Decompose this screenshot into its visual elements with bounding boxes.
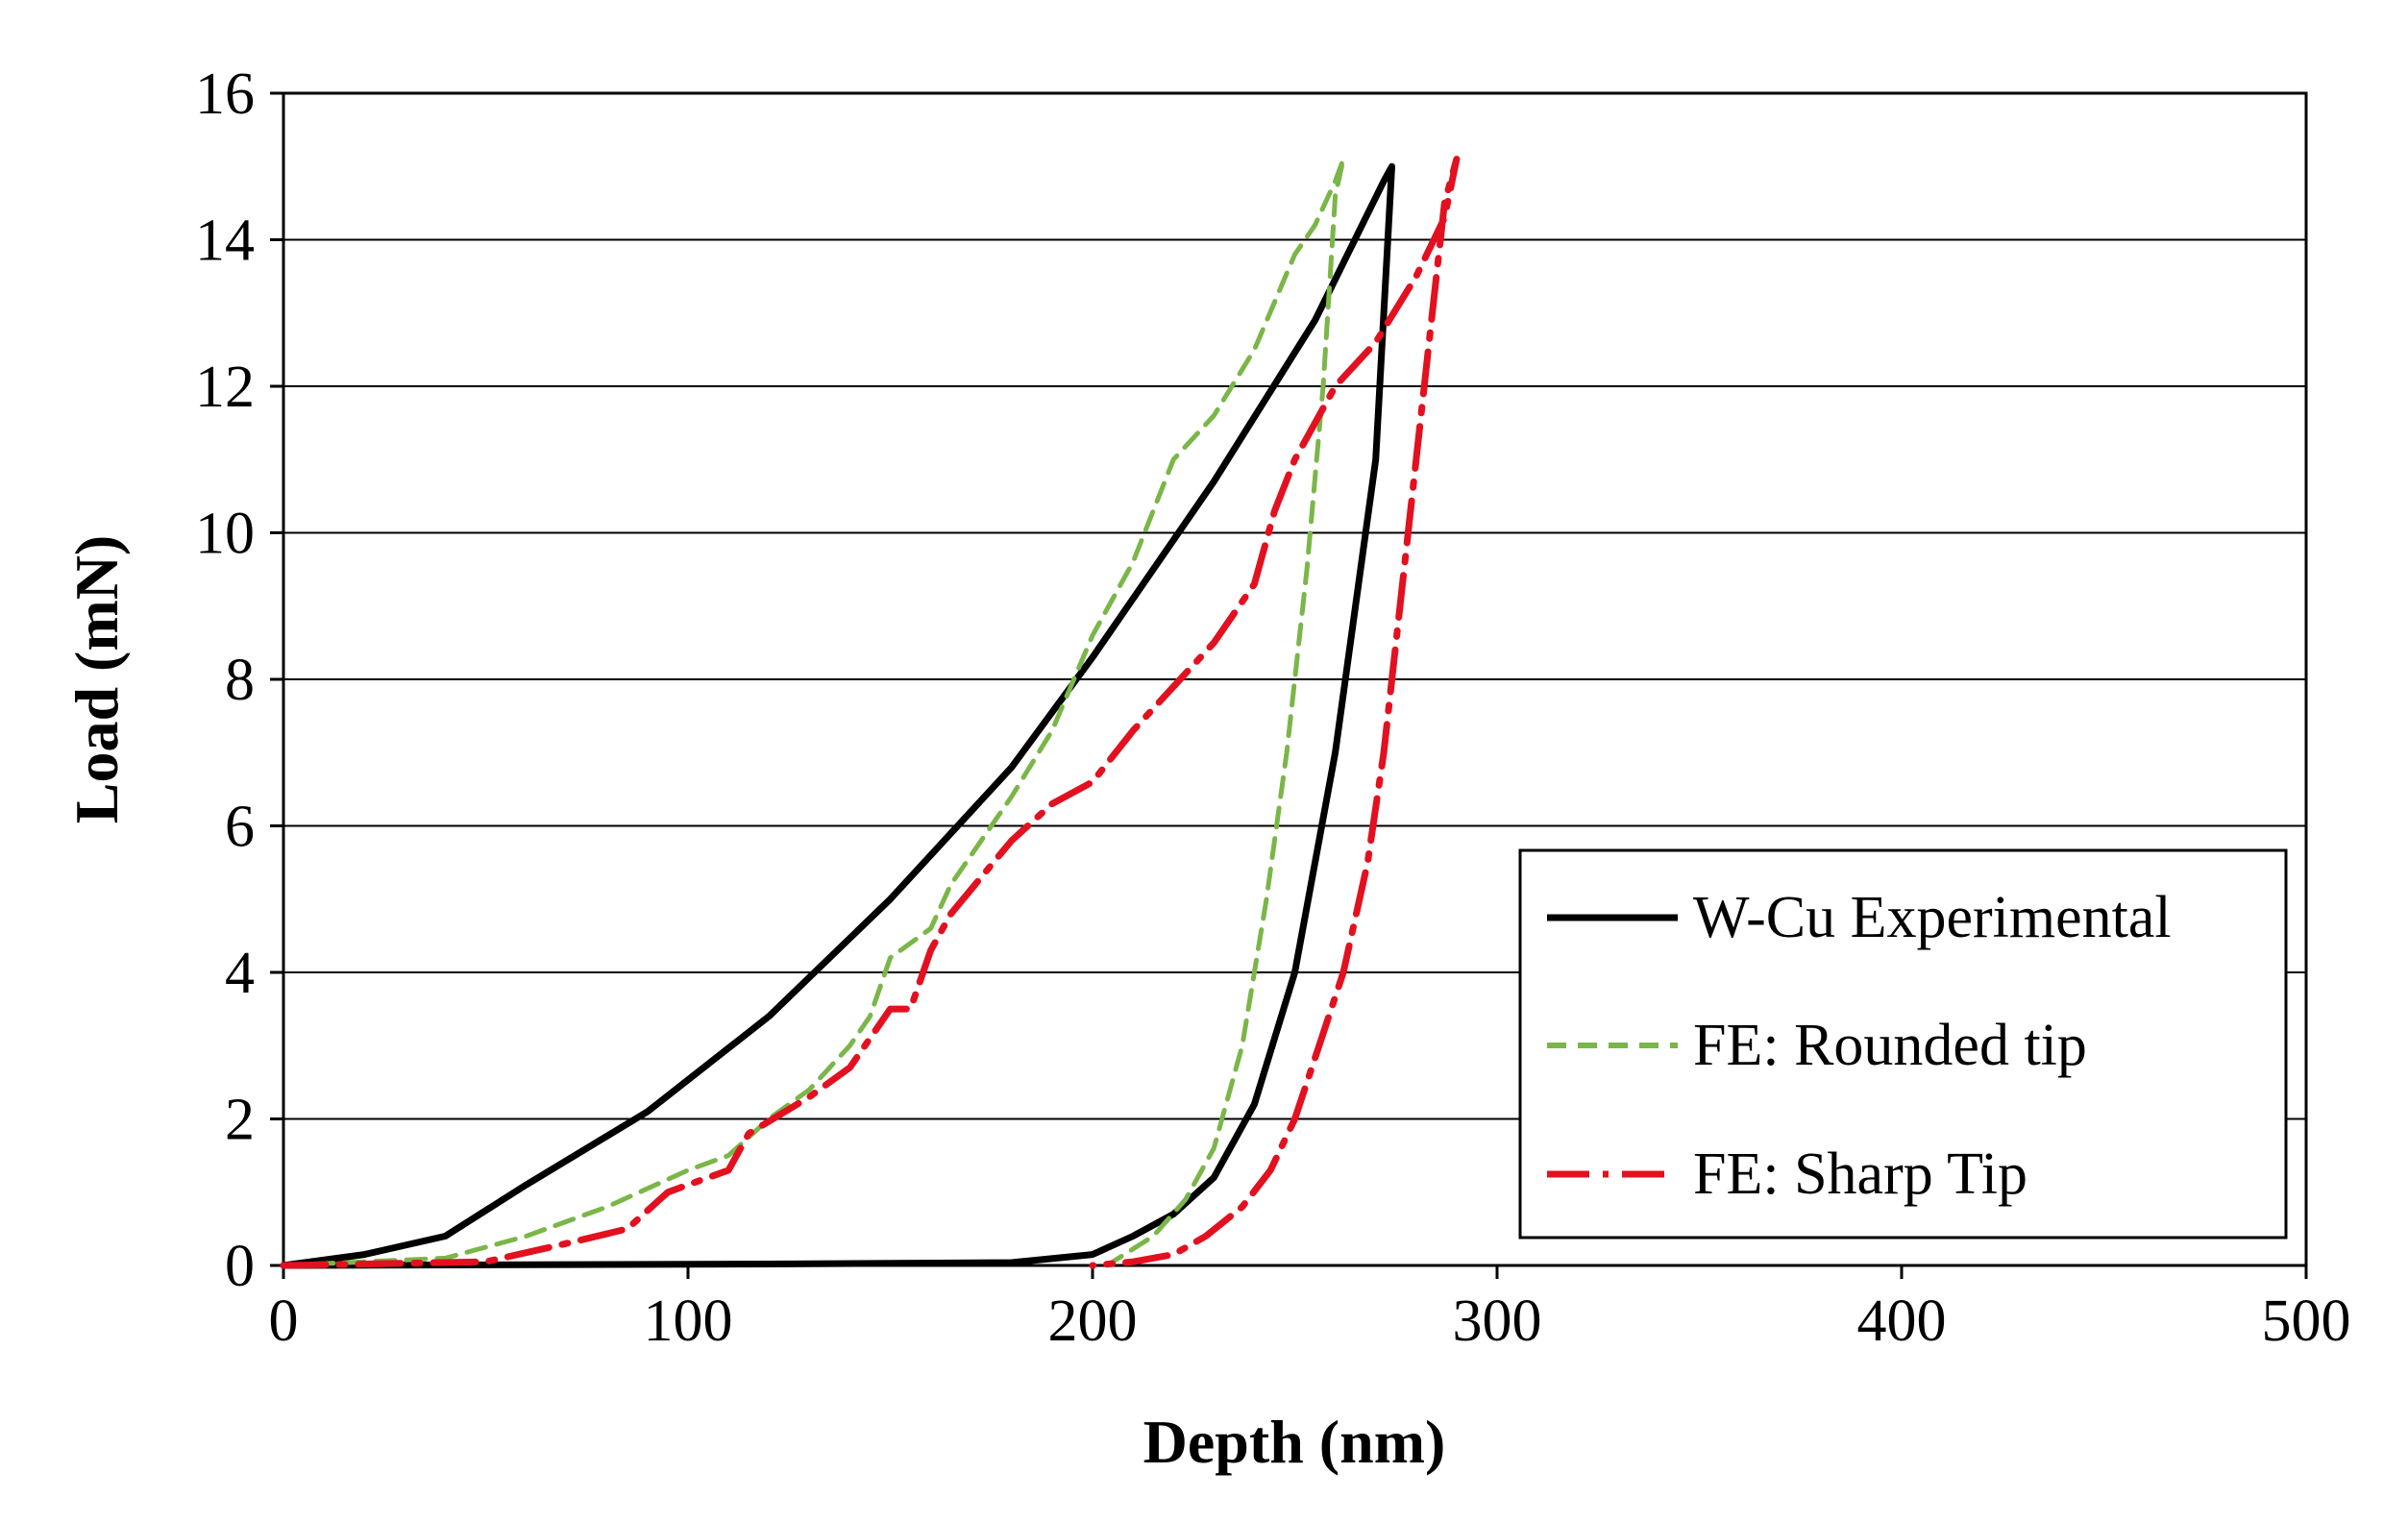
x-tick-label-400: 400 xyxy=(1857,1289,1947,1354)
x-tick-label-300: 300 xyxy=(1453,1289,1542,1354)
legend: W-Cu Experimental FE: Rounded tip FE: Sh… xyxy=(1518,848,2288,1240)
y-tick-label-6: 6 xyxy=(225,795,255,860)
y-tick-label-12: 12 xyxy=(195,355,255,420)
series-lines xyxy=(280,156,1461,1269)
x-tick-label-500: 500 xyxy=(2262,1289,2351,1354)
y-axis-title: Load (mN) xyxy=(62,535,131,823)
series-line-w-cu-experimental xyxy=(280,162,1395,1269)
series-line-fe-sharp-tip xyxy=(280,156,1461,1269)
axis-ticks: 0 2 4 6 8 10 12 14 16 0 100 200 300 400 500 xyxy=(195,61,2351,1354)
legend-label-fe-sharp-tip: FE: Sharp Tip xyxy=(1693,1142,2027,1207)
y-tick-label-4: 4 xyxy=(225,941,255,1006)
grid-lines xyxy=(283,238,2306,1120)
x-axis-title: Depth (nm) xyxy=(1143,1408,1446,1476)
y-tick-label-14: 14 xyxy=(195,209,255,274)
legend-label-w-cu-experimental: W-Cu Experimental xyxy=(1693,885,2172,950)
y-tick-label-8: 8 xyxy=(225,648,255,713)
x-tick-label-0: 0 xyxy=(269,1289,299,1354)
x-tick-label-200: 200 xyxy=(1048,1289,1138,1354)
series-line-fe-rounded-tip xyxy=(281,157,1346,1268)
y-tick-label-16: 16 xyxy=(195,61,255,127)
y-tick-label-0: 0 xyxy=(225,1234,255,1299)
y-tick-label-10: 10 xyxy=(195,502,255,567)
legend-label-fe-rounded-tip: FE: Rounded tip xyxy=(1693,1013,2087,1078)
x-tick-label-100: 100 xyxy=(644,1289,733,1354)
y-tick-label-2: 2 xyxy=(225,1088,255,1153)
